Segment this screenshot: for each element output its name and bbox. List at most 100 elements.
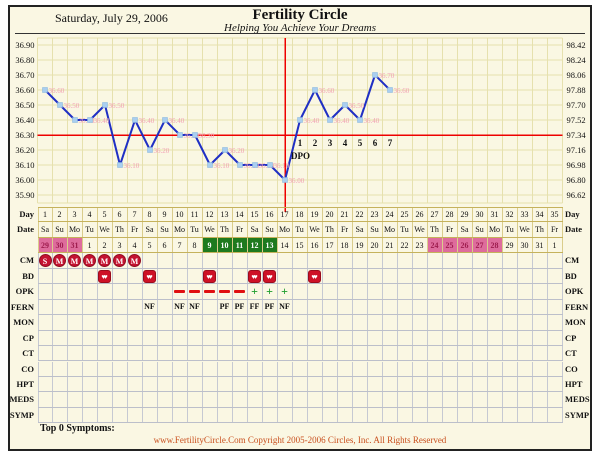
cell-day-3: [68, 407, 83, 423]
cell-day-13: PF: [218, 299, 233, 315]
cell-day-1: [37, 361, 53, 376]
cell-day-35: Fr: [548, 222, 563, 237]
right-axis-label: 97.88: [567, 85, 586, 95]
temperature-value-label: 36.40: [79, 117, 95, 125]
menses-badge-s: S: [38, 254, 52, 268]
opk-negative-icon: [234, 289, 245, 293]
cell-day-32: [503, 407, 518, 423]
cell-day-12: [203, 346, 218, 361]
cell-day-4: Tu: [83, 222, 98, 237]
cell-day-4: 4: [83, 208, 98, 222]
temperature-value-label: 36.70: [379, 72, 395, 80]
cell-day-30: [473, 284, 488, 299]
cell-day-14: PF: [233, 299, 248, 315]
cell-day-24: [383, 346, 398, 361]
cell-day-6: [113, 330, 128, 346]
cell-day-8: NF: [143, 299, 158, 315]
row-label-left-cp: CP: [22, 332, 34, 343]
cell-day-17: [278, 253, 293, 268]
cell-day-13: [218, 361, 233, 376]
temperature-point: [267, 162, 273, 168]
temperature-point: [192, 132, 198, 138]
cell-day-9: [158, 376, 173, 392]
opk-negative-icon: [219, 289, 230, 293]
temperature-value-label: 36.30: [184, 132, 200, 140]
cell-day-3: [68, 284, 83, 299]
cell-day-14: [233, 361, 248, 376]
cell-day-16: [263, 361, 278, 376]
fern-value: PF: [219, 302, 230, 312]
temperature-value-label: 36.60: [394, 87, 410, 95]
cell-day-15: FF: [248, 299, 263, 315]
cell-day-33: [518, 376, 533, 392]
row-label-right-date: Date: [565, 224, 582, 235]
cell-day-13: [218, 284, 233, 299]
cell-day-11: NF: [188, 299, 203, 315]
cell-day-28: [443, 284, 458, 299]
temperature-point: [282, 177, 288, 183]
cell-day-25: 22: [398, 237, 413, 253]
cell-day-23: [368, 392, 383, 407]
cell-day-34: [533, 330, 548, 346]
cell-day-15: [248, 361, 263, 376]
fern-value: NF: [144, 302, 155, 312]
row-label-left-opk: OPK: [15, 286, 34, 297]
intercourse-icon: ♥♥: [98, 269, 111, 283]
cell-day-32: [503, 361, 518, 376]
temperature-point: [102, 102, 108, 108]
cell-day-17: [278, 346, 293, 361]
cell-day-26: 26: [413, 208, 428, 222]
fern-value: NF: [174, 302, 185, 312]
cell-day-32: [503, 268, 518, 284]
cell-day-5: [98, 284, 113, 299]
cell-day-19: ♥♥: [308, 268, 323, 284]
cell-day-16: 13: [262, 237, 278, 253]
cell-day-28: 28: [443, 208, 458, 222]
cell-day-7: [128, 268, 143, 284]
cell-day-35: [548, 407, 563, 423]
cell-day-8: [143, 315, 158, 330]
menses-badge-m: M: [98, 254, 111, 268]
cell-day-18: 15: [293, 237, 308, 253]
cell-day-5: [98, 392, 113, 407]
HPT-row: [37, 376, 563, 393]
cell-day-17: [278, 376, 293, 392]
cell-day-31: [488, 299, 503, 315]
cell-day-10: [173, 284, 188, 299]
cell-day-17: +: [278, 284, 293, 299]
cell-day-25: [398, 361, 413, 376]
cell-day-11: [188, 392, 203, 407]
cell-day-19: [308, 315, 323, 330]
intercourse-icon: ♥♥: [263, 269, 276, 283]
cell-day-26: [413, 346, 428, 361]
cell-day-31: [488, 253, 503, 268]
cell-day-17: 17: [278, 208, 293, 222]
cell-day-13: [218, 376, 233, 392]
cell-day-12: [203, 392, 218, 407]
cell-day-30: [473, 315, 488, 330]
cell-day-17: Mo: [278, 222, 293, 237]
row-label-right-meds: MEDS: [565, 394, 590, 405]
cell-day-16: PF: [263, 299, 278, 315]
FERN-row: NF NF NF PF PF FF PF NF: [37, 299, 563, 316]
row-label-left-hpt: HPT: [16, 378, 34, 389]
cell-day-9: [158, 407, 173, 423]
cell-day-5: [98, 315, 113, 330]
cell-day-23: 23: [368, 208, 383, 222]
temperature-value-label: 36.10: [214, 162, 230, 170]
cell-day-11: [188, 315, 203, 330]
row-label-right-bd: BD: [565, 270, 577, 281]
cell-day-19: [308, 376, 323, 392]
dpo-number: 5: [358, 138, 363, 148]
right-axis-label: 96.80: [567, 175, 586, 185]
cell-day-25: 25: [398, 208, 413, 222]
cell-day-7: Fr: [128, 222, 143, 237]
cell-day-29: Sa: [458, 222, 473, 237]
cell-day-21: [338, 299, 353, 315]
cell-day-11: [188, 268, 203, 284]
cell-day-2: [53, 407, 68, 423]
cell-day-32: 29: [503, 237, 518, 253]
cell-day-20: [323, 407, 338, 423]
cell-day-3: [68, 361, 83, 376]
